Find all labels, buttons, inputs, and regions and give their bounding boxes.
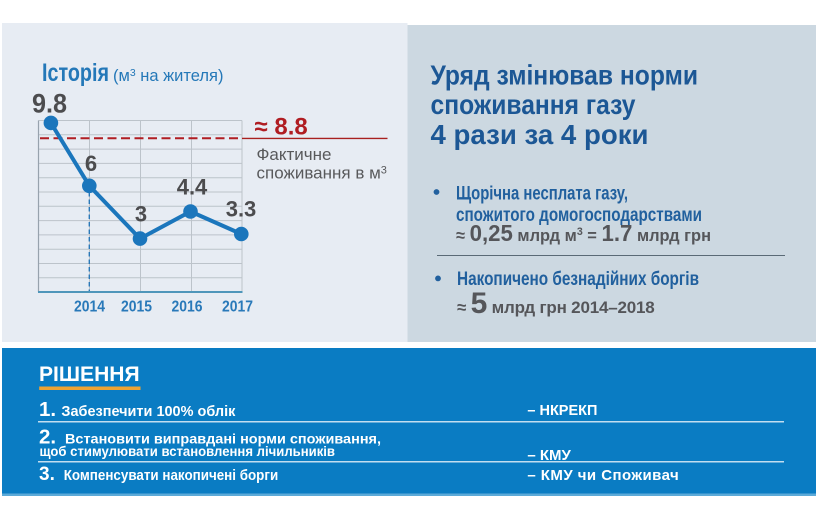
svg-text:≈ 8.8: ≈ 8.8 xyxy=(255,114,308,141)
svg-text:Компенсувати накопичені борги: Компенсувати накопичені борги xyxy=(64,467,279,484)
svg-text:Історія: Історія xyxy=(42,59,109,87)
svg-text:1.: 1. xyxy=(39,398,56,421)
svg-text:4.4: 4.4 xyxy=(177,175,208,200)
svg-text:2016: 2016 xyxy=(172,299,203,316)
svg-text:споживання газу: споживання газу xyxy=(431,89,636,120)
svg-text:Уряд змінював норми: Уряд змінював норми xyxy=(431,60,699,91)
svg-text:3: 3 xyxy=(135,202,147,227)
svg-text:2017: 2017 xyxy=(222,299,253,316)
svg-text:4 рази за 4 роки: 4 рази за 4 роки xyxy=(431,119,649,150)
svg-text:Фактичне: Фактичне xyxy=(257,145,332,164)
svg-text:споживання в м3: споживання в м3 xyxy=(257,163,387,182)
svg-text:(м3 на жителя): (м3 на жителя) xyxy=(113,67,223,85)
svg-text:9.8: 9.8 xyxy=(32,89,67,119)
svg-text:3.3: 3.3 xyxy=(226,197,257,222)
svg-text:2015: 2015 xyxy=(121,299,152,316)
svg-text:щоб стимулювати встановлення л: щоб стимулювати встановлення лічильників xyxy=(40,443,336,459)
svg-text:– НКРЕКП: – НКРЕКП xyxy=(527,403,597,419)
svg-text:спожитого домогосподарствами: спожитого домогосподарствами xyxy=(456,205,702,226)
svg-text:3.: 3. xyxy=(39,464,55,485)
svg-text:Забезпечити 100% облік: Забезпечити 100% облік xyxy=(61,403,235,420)
svg-text:Щорічна несплата газу,: Щорічна несплата газу, xyxy=(456,184,628,205)
svg-text:Встановити виправдані норми сп: Встановити виправдані норми споживання, xyxy=(65,431,381,447)
svg-text:– КМУ чи Споживач: – КМУ чи Споживач xyxy=(527,467,679,484)
svg-text:2.: 2. xyxy=(39,426,56,449)
svg-text:РІШЕННЯ: РІШЕННЯ xyxy=(39,363,140,386)
svg-text:– КМУ: – КМУ xyxy=(527,447,571,464)
svg-text:Накопичено безнадійних боргів: Накопичено безнадійних боргів xyxy=(457,269,699,290)
svg-text:6: 6 xyxy=(85,151,97,176)
svg-text:2014: 2014 xyxy=(74,299,105,316)
